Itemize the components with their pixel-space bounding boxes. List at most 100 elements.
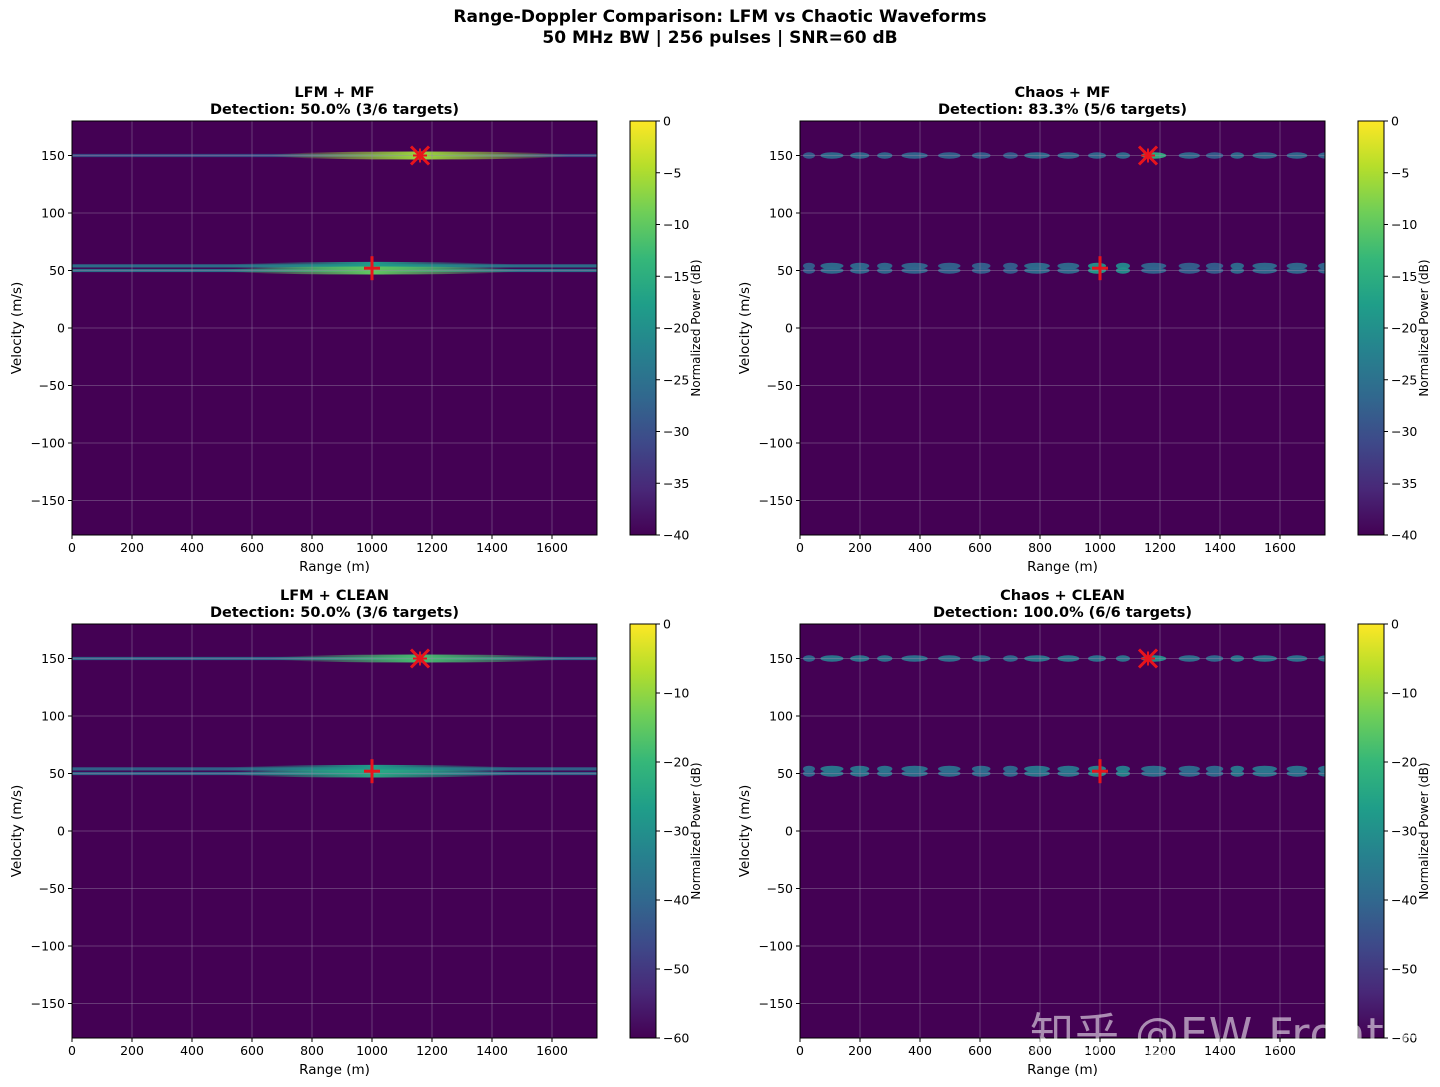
y-tick-label: −150 bbox=[31, 493, 65, 508]
colorbar-tick-label: −50 bbox=[1391, 962, 1417, 977]
y-tick-label: 100 bbox=[41, 206, 65, 221]
y-axis-label: Velocity (m/s) bbox=[9, 282, 25, 375]
ridge-lobe bbox=[1003, 765, 1018, 773]
x-tick-label: 200 bbox=[120, 540, 144, 555]
colorbar-tick-label: 0 bbox=[663, 114, 671, 129]
colorbar-tick-label: −30 bbox=[663, 824, 689, 839]
ridge-lobe bbox=[1057, 765, 1080, 773]
subplot-detection-rate: Detection: 83.3% (5/6 targets) bbox=[938, 102, 1187, 118]
ridge-lobe bbox=[1205, 765, 1224, 773]
x-tick-label: 1400 bbox=[1204, 540, 1236, 555]
colorbar-tick-label: −10 bbox=[1391, 217, 1417, 232]
x-tick-label: 1600 bbox=[536, 1043, 568, 1058]
x-tick-label: 800 bbox=[1028, 1043, 1052, 1058]
target-marker-plus bbox=[364, 256, 380, 281]
y-tick-label: 150 bbox=[41, 651, 65, 666]
ridge-lobe bbox=[1024, 765, 1050, 773]
colorbar-tick-label: −30 bbox=[1391, 824, 1417, 839]
colorbar: 0 −10 −20 −30 −40 −50 −60 Normalized Power (dB) bbox=[629, 617, 703, 1046]
subplot-title: LFM + CLEAN bbox=[280, 588, 389, 604]
colorbar: 0 −5 −10 −15 −20 −25 −30 −35 −40 Normalized Power… bbox=[1357, 114, 1431, 543]
y-axis-label: Velocity (m/s) bbox=[737, 282, 753, 375]
y-tick-label: −150 bbox=[759, 996, 793, 1011]
colorbar-tick-label: −35 bbox=[663, 476, 689, 491]
x-tick-label: 1200 bbox=[416, 540, 448, 555]
x-tick-label: 0 bbox=[796, 1043, 804, 1058]
colorbar-tick-label: −35 bbox=[1391, 476, 1417, 491]
y-tick-label: 100 bbox=[769, 206, 793, 221]
colorbar-label: Normalized Power (dB) bbox=[1417, 762, 1431, 899]
x-tick-label: 1600 bbox=[1264, 1043, 1296, 1058]
x-tick-label: 1400 bbox=[1204, 1043, 1236, 1058]
y-tick-label: −100 bbox=[759, 436, 793, 451]
ridge-lobe bbox=[901, 262, 928, 270]
watermark: 知乎 @EW Frontier bbox=[1030, 1009, 1440, 1060]
x-tick-label: 600 bbox=[968, 540, 992, 555]
ridge-lobe bbox=[1252, 262, 1277, 270]
colorbar-label: Normalized Power (dB) bbox=[689, 762, 703, 899]
y-tick-label: −100 bbox=[31, 939, 65, 954]
ridge-lobe bbox=[938, 262, 961, 270]
ridge-lobe bbox=[820, 765, 844, 773]
subplot-detection-rate: Detection: 50.0% (3/6 targets) bbox=[210, 102, 459, 118]
colorbar-tick-label: −50 bbox=[663, 962, 689, 977]
colorbar-tick-label: −15 bbox=[1391, 269, 1417, 284]
x-tick-label: 1200 bbox=[1144, 1043, 1176, 1058]
y-tick-label: −50 bbox=[767, 881, 793, 896]
colorbar-scale bbox=[1357, 623, 1385, 1039]
y-tick-label: 50 bbox=[49, 263, 65, 278]
colorbar-tick-label: −30 bbox=[663, 424, 689, 439]
y-tick-label: −50 bbox=[39, 881, 65, 896]
x-tick-label: 600 bbox=[240, 540, 264, 555]
subplot-title: LFM + MF bbox=[294, 85, 374, 101]
y-tick-label: −150 bbox=[759, 493, 793, 508]
colorbar-scale bbox=[629, 623, 657, 1039]
y-tick-label: 50 bbox=[777, 263, 793, 278]
ridge-lobe bbox=[803, 765, 815, 773]
ridge-lobe bbox=[1003, 262, 1018, 270]
colorbar-tick-label: −5 bbox=[1391, 165, 1409, 180]
ridge-lobe bbox=[1318, 262, 1325, 270]
heatmap-plot bbox=[72, 624, 597, 1038]
target-marker-x bbox=[1137, 648, 1159, 669]
x-tick-label: 0 bbox=[68, 1043, 76, 1058]
ridge-lobe bbox=[877, 262, 893, 270]
y-tick-label: −100 bbox=[759, 939, 793, 954]
target-marker-plus bbox=[364, 759, 380, 784]
colorbar-tick-label: −25 bbox=[1391, 372, 1417, 387]
colorbar-tick-label: 0 bbox=[1391, 617, 1399, 632]
y-tick-label: 50 bbox=[49, 766, 65, 781]
ridge-lobe bbox=[820, 262, 844, 270]
ridge-lobe bbox=[1286, 262, 1308, 270]
y-tick-label: 150 bbox=[41, 148, 65, 163]
colorbar: 0 −5 −10 −15 −20 −25 −30 −35 −40 Normalized Power… bbox=[629, 114, 703, 543]
x-tick-label: 800 bbox=[300, 1043, 324, 1058]
colorbar-tick-label: −10 bbox=[663, 686, 689, 701]
x-tick-label: 1000 bbox=[1084, 540, 1116, 555]
colorbar: 0 −10 −20 −30 −40 −50 −60 Normalized Power (dB) bbox=[1357, 617, 1431, 1046]
ridge-lobe bbox=[1252, 765, 1277, 773]
y-tick-label: 0 bbox=[785, 321, 793, 336]
x-tick-label: 400 bbox=[908, 540, 932, 555]
y-tick-label: 100 bbox=[41, 709, 65, 724]
subplot-title: Chaos + MF bbox=[1015, 85, 1111, 101]
colorbar-tick-label: −20 bbox=[663, 321, 689, 336]
colorbar-tick-label: −40 bbox=[663, 528, 689, 543]
ridge-lobe bbox=[803, 262, 815, 270]
ridge-lobe bbox=[971, 765, 991, 773]
x-tick-label: 200 bbox=[848, 1043, 872, 1058]
heatmap-plot bbox=[800, 624, 1325, 1038]
x-tick-label: 200 bbox=[120, 1043, 144, 1058]
x-tick-label: 200 bbox=[848, 540, 872, 555]
colorbar-tick-label: −15 bbox=[663, 269, 689, 284]
x-tick-label: 1000 bbox=[356, 1043, 388, 1058]
ridge-54 bbox=[803, 262, 1325, 270]
colorbar-scale bbox=[1357, 120, 1385, 536]
colorbar-label: Normalized Power (dB) bbox=[1417, 259, 1431, 396]
target-marker-x bbox=[409, 145, 431, 166]
x-tick-label: 1200 bbox=[1144, 540, 1176, 555]
x-tick-label: 0 bbox=[796, 540, 804, 555]
x-tick-label: 600 bbox=[240, 1043, 264, 1058]
x-tick-label: 1400 bbox=[476, 540, 508, 555]
ridge-lobe bbox=[1115, 765, 1130, 773]
